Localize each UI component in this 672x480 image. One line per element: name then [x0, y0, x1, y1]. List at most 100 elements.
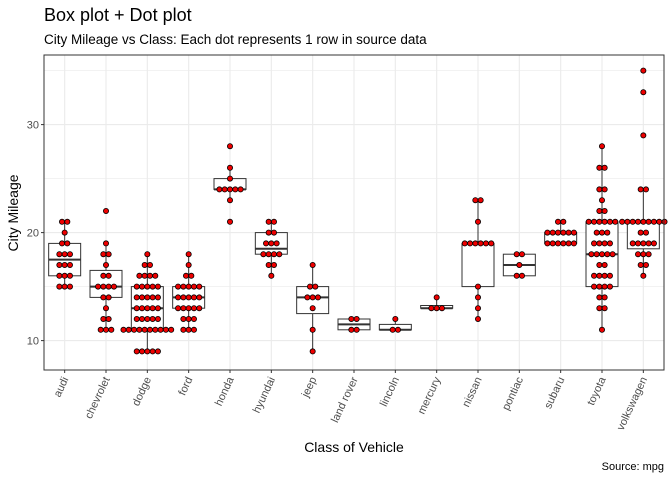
dot-point: [606, 283, 613, 290]
dot-point: [518, 251, 525, 258]
dot-point: [599, 143, 606, 150]
dot-point: [263, 240, 270, 247]
dot-point: [472, 240, 479, 247]
dot-point: [640, 67, 647, 74]
dot-point: [309, 261, 316, 268]
dot-point: [190, 315, 197, 322]
dot-point: [596, 164, 603, 171]
dot-point: [144, 251, 151, 258]
dot-point: [474, 305, 481, 312]
dot-point: [596, 283, 603, 290]
dot-point: [190, 305, 197, 312]
dot-point: [544, 240, 551, 247]
dot-point: [604, 251, 611, 258]
dot-point: [601, 218, 608, 225]
dot-point: [304, 294, 311, 301]
dot-point: [139, 305, 146, 312]
dot-point: [428, 305, 435, 312]
dot-point: [513, 272, 520, 279]
dot-point: [190, 326, 197, 333]
dot-point: [105, 315, 112, 322]
dot-point: [154, 305, 161, 312]
dot-point: [596, 186, 603, 193]
dot-point: [601, 261, 608, 268]
dot-point: [601, 272, 608, 279]
dot-point: [433, 305, 440, 312]
chart-subtitle: City Mileage vs Class: Each dot represen…: [44, 32, 427, 47]
dot-point: [216, 186, 223, 193]
dot-point: [56, 283, 63, 290]
dot-point: [120, 326, 127, 333]
dot-point: [309, 326, 316, 333]
dot-point: [560, 218, 567, 225]
dot-point: [270, 218, 277, 225]
dot-point: [276, 251, 283, 258]
dot-point: [154, 283, 161, 290]
dot-point: [642, 229, 649, 236]
dot-point: [180, 283, 187, 290]
y-axis-title: City Mileage: [5, 174, 21, 251]
dot-point: [180, 315, 187, 322]
dot-point: [270, 251, 277, 258]
dot-point: [593, 251, 600, 258]
dot-point: [482, 240, 489, 247]
dot-point: [175, 294, 182, 301]
dot-point: [513, 251, 520, 258]
dot-point: [105, 283, 112, 290]
dot-point: [560, 240, 567, 247]
dot-point: [591, 283, 598, 290]
dot-point: [149, 294, 156, 301]
dot-point: [601, 186, 608, 193]
dot-point: [265, 218, 272, 225]
dot-point: [139, 283, 146, 290]
dot-point: [103, 261, 110, 268]
dot-point: [348, 326, 355, 333]
dot-point: [61, 229, 68, 236]
dot-point: [125, 326, 132, 333]
dot-point: [596, 294, 603, 301]
dot-point: [188, 272, 195, 279]
dot-point: [100, 283, 107, 290]
dot-point: [185, 261, 192, 268]
dot-point: [606, 218, 613, 225]
dot-point: [591, 218, 598, 225]
dot-point: [154, 294, 161, 301]
dot-point: [180, 305, 187, 312]
dot-point: [596, 305, 603, 312]
dot-point: [226, 164, 233, 171]
dot-point: [226, 218, 233, 225]
dot-point: [61, 261, 68, 268]
dots: [56, 67, 668, 355]
dot-point: [273, 240, 280, 247]
dot-point: [307, 283, 314, 290]
dot-point: [108, 326, 115, 333]
dot-point: [180, 294, 187, 301]
dot-point: [635, 240, 642, 247]
dot-point: [103, 207, 110, 214]
dot-point: [599, 251, 606, 258]
dot-point: [640, 240, 647, 247]
dot-point: [270, 261, 277, 268]
dot-point: [185, 326, 192, 333]
dot-point: [433, 294, 440, 301]
dot-point: [100, 272, 107, 279]
dot-point: [61, 251, 68, 258]
y-tick-label: 30: [27, 120, 39, 132]
dot-point: [599, 229, 606, 236]
dot-point: [185, 315, 192, 322]
dot-point: [656, 218, 663, 225]
dot-point: [588, 251, 595, 258]
dot-point: [309, 305, 316, 312]
dot-point: [635, 218, 642, 225]
dot-point: [149, 315, 156, 322]
dot-point: [570, 240, 577, 247]
dot-point: [56, 272, 63, 279]
dot-point: [66, 272, 73, 279]
dot-point: [635, 251, 642, 258]
dot-point: [141, 272, 148, 279]
dot-point: [100, 251, 107, 258]
dot-point: [185, 251, 192, 258]
dot-point: [226, 143, 233, 150]
dot-point: [232, 186, 239, 193]
dot-point: [154, 315, 161, 322]
